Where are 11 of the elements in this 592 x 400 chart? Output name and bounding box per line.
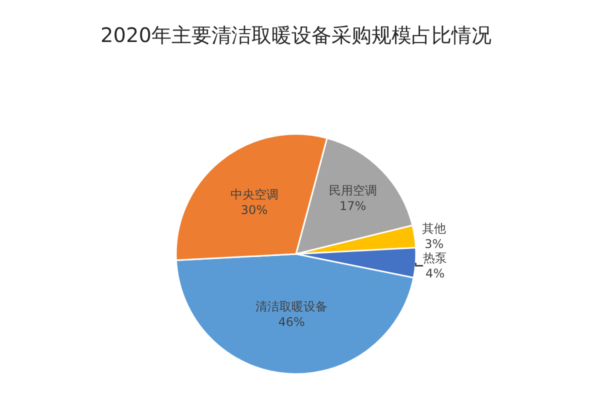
data-label: 30% — [240, 203, 268, 218]
data-label: 17% — [339, 199, 366, 214]
slice-label: 其他 — [422, 221, 446, 236]
data-label: 4% — [426, 266, 445, 281]
slice-label: 中央空调 — [230, 188, 278, 202]
slice-label: 民用空调 — [328, 184, 377, 198]
data-label: 46% — [278, 314, 305, 329]
data-label: 3% — [424, 236, 444, 251]
chart-title: 2020年主要清洁取暖设备采购规模占比情况 — [100, 23, 492, 47]
slice-label: 清洁取暖设备 — [256, 299, 328, 314]
slice-label: 热泵 — [423, 250, 448, 265]
